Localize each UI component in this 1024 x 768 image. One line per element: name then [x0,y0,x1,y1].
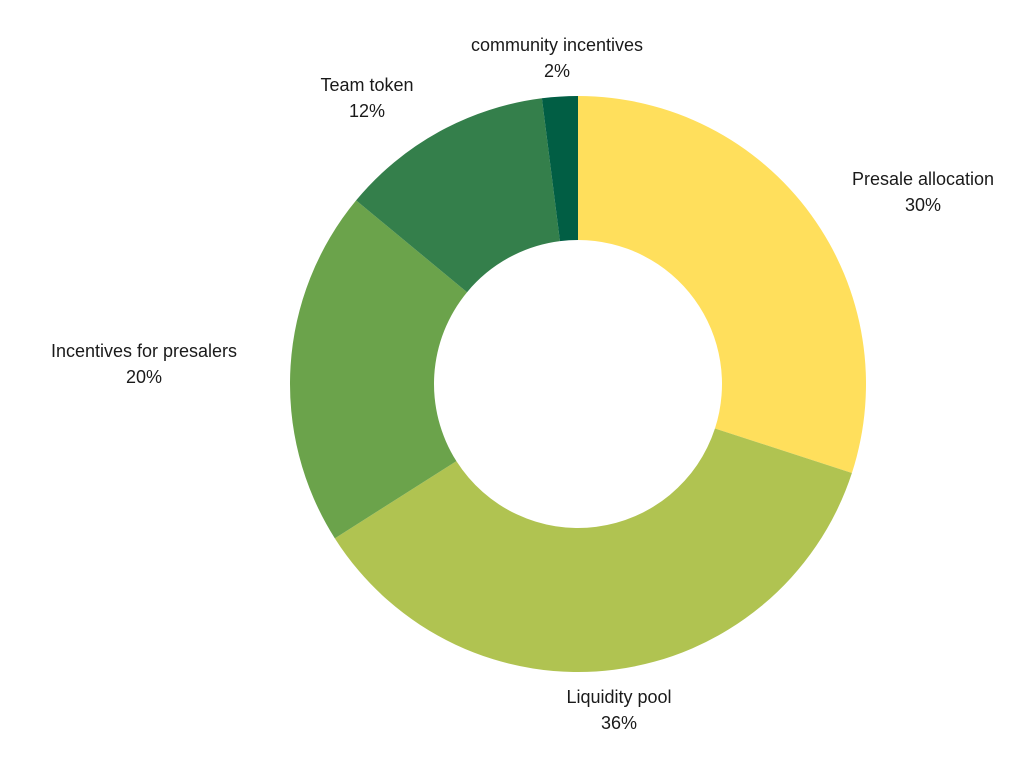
slice-label-liquidity-pool: Liquidity pool 36% [566,684,671,736]
slice-label-name: community incentives [470,35,644,55]
slice-label-name: Liquidity pool [566,687,672,707]
slice-presale-allocation [578,96,867,473]
slice-label-value: 36% [600,713,638,733]
slice-label-team-token: Team token 12% [320,72,413,124]
slice-label-presale-allocation: Presale allocation 30% [852,166,994,218]
slice-liquidity-pool [334,428,852,672]
slice-incentives-for-presalers [290,200,468,539]
slice-team-token [356,98,560,293]
slice-label-incentives-for-presalers: Incentives for presalers 20% [51,338,237,390]
slice-label-name: Incentives for presalers [50,341,238,361]
slice-label-name: Presale allocation [851,169,995,189]
slice-label-value: 12% [348,101,386,121]
slice-label-community-incentives: community incentives 2% [471,32,643,84]
slice-label-value: 20% [125,367,163,387]
slice-label-value: 2% [543,61,571,81]
slice-community-incentives [541,96,578,242]
slice-label-value: 30% [904,195,942,215]
slice-label-name: Team token [320,75,414,95]
